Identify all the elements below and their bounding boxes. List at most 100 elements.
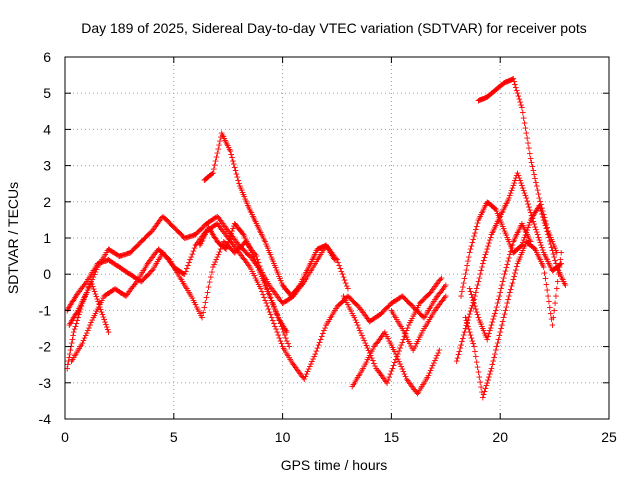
data-point-sat-b: + (182, 231, 189, 244)
data-point-sat-f: + (233, 219, 240, 232)
data-point-sat-i: + (427, 311, 434, 324)
data-point-sat-h: + (395, 352, 402, 365)
data-point-sat-c: + (169, 259, 176, 272)
x-tick-label: 20 (492, 429, 508, 445)
data-point-sat-b: + (306, 266, 313, 279)
data-point-sat-m: + (532, 172, 539, 185)
data-point-sat-j: + (546, 257, 553, 270)
data-point-sat-b: + (190, 229, 197, 242)
data-point-sat-b: + (111, 246, 118, 259)
data-point-sat-a: + (170, 260, 177, 273)
data-point-sat-a: + (85, 273, 92, 286)
data-point-sat-a: + (425, 304, 432, 317)
data-point-sat-b: + (88, 276, 95, 289)
data-point-sat-c: + (178, 273, 185, 286)
data-point-sat-b: + (139, 234, 146, 247)
data-point-sat-c: + (202, 296, 209, 309)
data-point-sat-e: + (289, 288, 296, 301)
data-point-sat-a: + (404, 295, 411, 308)
data-point-sat-e: + (280, 280, 287, 293)
data-point-sat-i: + (398, 320, 405, 333)
data-point-sat-a: + (154, 255, 161, 268)
data-point-sat-c: + (200, 306, 207, 319)
data-point-sat-a: + (310, 352, 317, 365)
data-point-sat-l: + (499, 315, 506, 328)
data-point-sat-e: + (317, 241, 324, 254)
data-point-sat-k: + (509, 244, 516, 257)
data-point-sat-e: + (238, 182, 245, 195)
data-point-sat-a: + (361, 308, 368, 321)
data-point-sat-g: + (423, 290, 430, 303)
data-point-sat-m: + (507, 73, 514, 86)
data-point-sat-l: + (533, 246, 540, 259)
data-point-sat-f: + (227, 230, 234, 243)
data-point-sat-n: + (493, 300, 500, 313)
data-point-sat-a: + (427, 300, 434, 313)
data-point-sat-e: + (319, 240, 326, 253)
data-point-sat-i: + (389, 306, 396, 319)
data-point-sat-h: + (360, 362, 367, 375)
data-point-sat-a: + (166, 255, 173, 268)
data-point-sat-e: + (247, 204, 254, 217)
data-point-sat-h: + (392, 347, 399, 360)
data-point-sat-e: + (214, 146, 221, 159)
data-point-sat-g: + (388, 365, 395, 378)
data-point-sat-a: + (260, 288, 267, 301)
data-point-sat-c: + (174, 266, 181, 279)
data-point-sat-c: + (281, 329, 288, 342)
data-point-sat-b: + (227, 227, 234, 240)
data-point-sat-j: + (461, 325, 468, 338)
data-point-sat-h: + (374, 336, 381, 349)
data-point-sat-l: + (503, 300, 510, 313)
data-point-sat-a: + (108, 255, 115, 268)
data-point-sat-b: + (165, 215, 172, 228)
data-point-sat-d: + (94, 293, 101, 306)
data-point-sat-c: + (138, 268, 145, 281)
data-point-sat-j: + (522, 189, 529, 202)
data-point-sat-c: + (269, 297, 276, 310)
data-point-sat-h: + (404, 374, 411, 387)
data-point-sat-m: + (486, 89, 493, 102)
data-point-sat-g: + (365, 344, 372, 357)
data-point-sat-a: + (370, 313, 377, 326)
data-point-sat-k: + (499, 220, 506, 233)
data-point-sat-c: + (172, 262, 179, 275)
data-point-sat-i: + (388, 304, 395, 317)
data-point-sat-g: + (411, 308, 418, 321)
data-point-sat-a: + (68, 297, 75, 310)
data-point-sat-g: + (382, 373, 389, 386)
data-point-sat-a: + (403, 294, 410, 307)
data-point-sat-k: + (530, 209, 537, 222)
data-point-sat-f: + (282, 323, 289, 336)
data-point-sat-a: + (231, 240, 238, 253)
data-point-sat-a: + (70, 294, 77, 307)
data-point-sat-m: + (488, 87, 495, 100)
data-point-sat-i: + (408, 339, 415, 352)
data-point-sat-b: + (164, 214, 171, 227)
data-point-sat-e: + (211, 162, 218, 175)
data-point-sat-m: + (522, 121, 529, 134)
data-point-sat-a: + (156, 251, 163, 264)
data-point-sat-m: + (489, 86, 496, 99)
data-point-sat-e: + (251, 212, 258, 225)
data-point-sat-c: + (251, 247, 258, 260)
data-point-sat-b: + (333, 252, 340, 265)
data-point-sat-e: + (326, 245, 333, 258)
data-point-sat-b: + (251, 255, 258, 268)
data-point-sat-f: + (219, 239, 226, 252)
data-point-sat-a: + (72, 291, 79, 304)
data-point-sat-l: + (466, 323, 473, 336)
data-point-sat-k: + (533, 205, 540, 218)
data-point-sat-a: + (255, 278, 262, 291)
data-point-sat-j: + (454, 351, 461, 364)
data-point-sat-l: + (476, 371, 483, 384)
data-point-sat-c: + (193, 300, 200, 313)
data-point-sat-e: + (217, 131, 224, 144)
data-point-sat-n: + (475, 311, 482, 324)
data-point-sat-i: + (403, 331, 410, 344)
data-point-sat-a: + (238, 249, 245, 262)
data-point-sat-c: + (95, 300, 102, 313)
data-point-sat-c: + (215, 248, 222, 261)
data-point-sat-h: + (364, 353, 371, 366)
